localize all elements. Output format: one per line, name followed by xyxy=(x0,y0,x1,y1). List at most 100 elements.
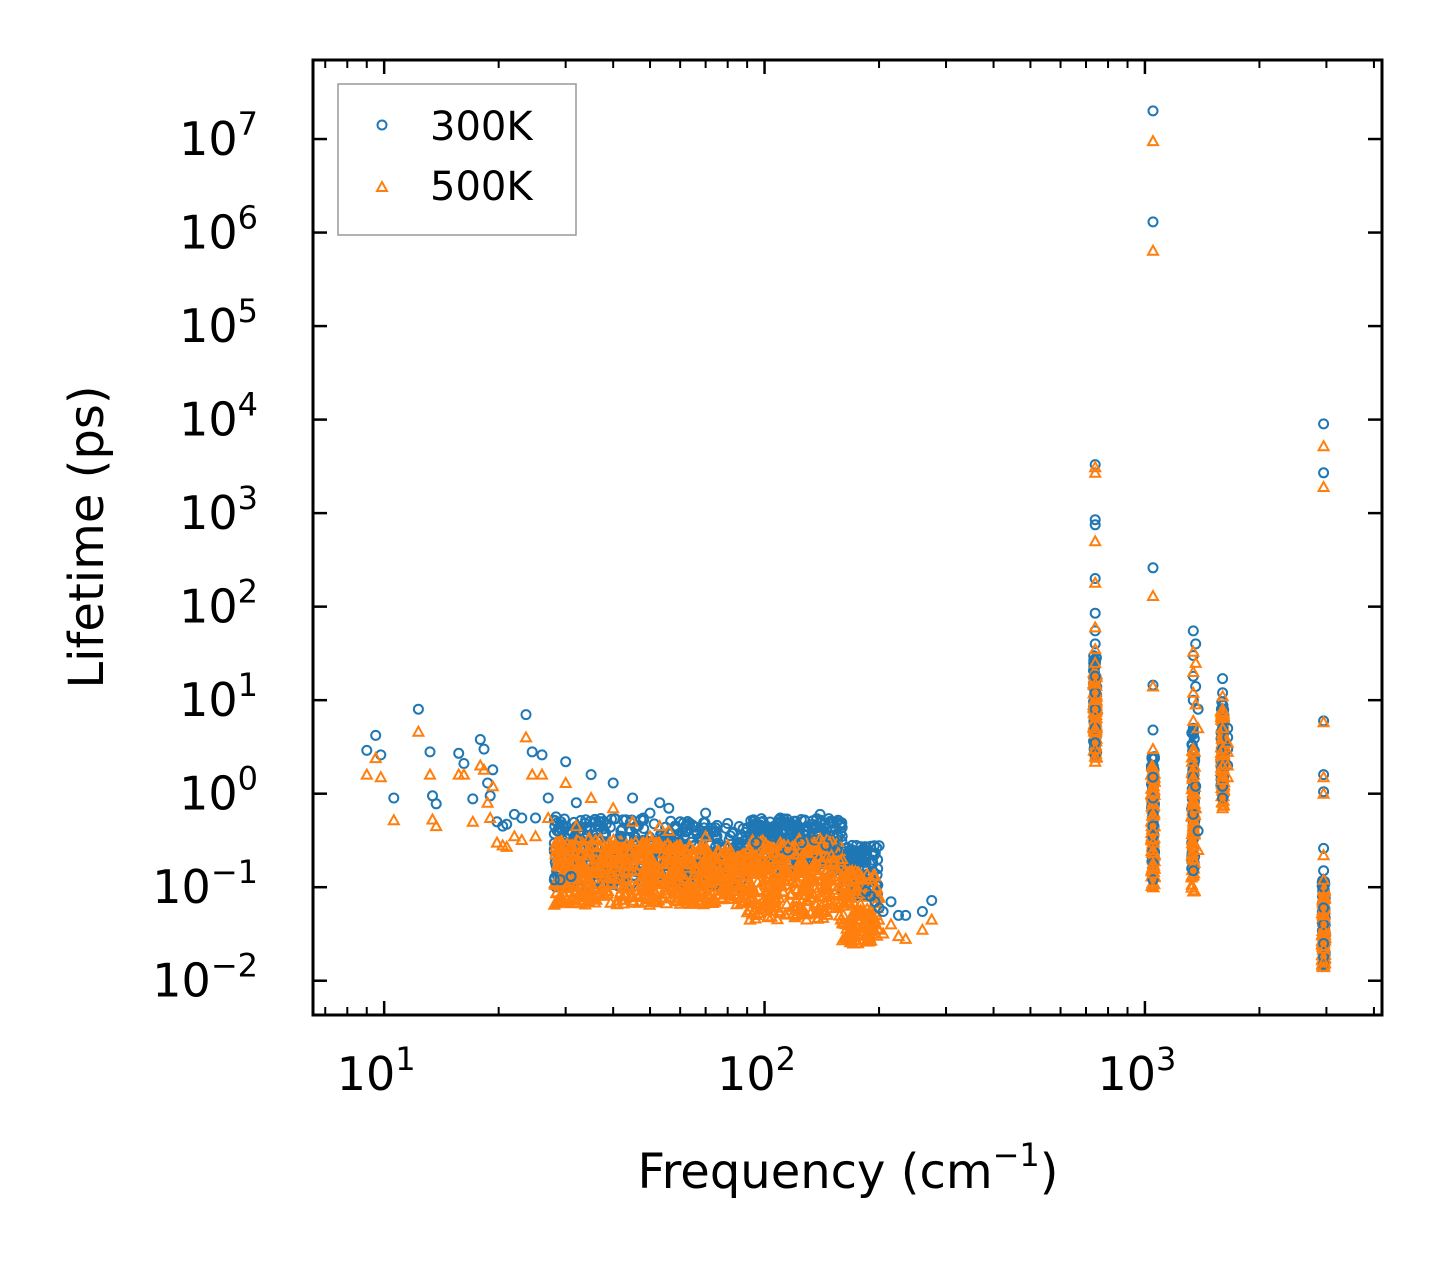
data-point-500k xyxy=(425,812,440,825)
cloud-point-500k xyxy=(687,888,701,901)
cloud-point-500k xyxy=(572,830,587,843)
data-point-500k xyxy=(788,838,802,851)
data-point-500k xyxy=(740,844,754,857)
data-point-300k xyxy=(1318,467,1330,479)
data-point-500k xyxy=(1215,772,1230,785)
data-point-500k xyxy=(835,851,849,864)
data-point-500k xyxy=(1088,721,1102,734)
cloud-point-500k xyxy=(569,837,583,850)
data-point-500k xyxy=(819,863,833,876)
cloud-point-500k xyxy=(662,851,677,864)
data-point-500k xyxy=(1146,823,1160,836)
data-point-300k xyxy=(520,709,532,721)
data-point-300k xyxy=(644,807,656,819)
cloud-point-500k xyxy=(634,852,648,865)
data-point-500k xyxy=(369,751,383,764)
cloud-point-500k xyxy=(860,867,874,880)
data-point-300k xyxy=(900,909,912,921)
data-point-500k xyxy=(757,842,772,855)
cloud-point-500k xyxy=(674,877,688,890)
cloud-point-500k xyxy=(659,883,673,896)
data-point-300k xyxy=(501,818,513,830)
cloud-point-500k xyxy=(651,841,665,854)
data-point-500k xyxy=(636,835,650,848)
cloud-point-500k xyxy=(701,886,716,899)
data-point-300k xyxy=(826,825,837,837)
cloud-point-500k xyxy=(758,871,773,884)
cloud-point-500k xyxy=(773,906,787,919)
column-point-500k xyxy=(1146,760,1160,773)
axis-ticks: 101 102 103 10−2 10−1 100 101 102 103 104 105 106 10… xyxy=(152,60,1382,1101)
cloud-point-300k xyxy=(616,823,628,835)
data-point-500k xyxy=(1146,880,1160,893)
cloud-point-500k xyxy=(550,858,564,871)
cloud-point-500k xyxy=(820,907,835,920)
data-point-500k xyxy=(614,851,628,864)
cloud-point-500k xyxy=(587,881,601,894)
cloud-point-500k xyxy=(813,889,827,902)
data-point-500k xyxy=(1186,835,1200,848)
cloud-point-500k xyxy=(571,858,586,871)
column-point-300k xyxy=(1188,733,1200,745)
data-point-500k xyxy=(1316,960,1331,973)
data-point-500k xyxy=(1146,786,1160,799)
cloud-point-500k xyxy=(864,933,878,946)
data-point-500k xyxy=(569,819,583,832)
data-point-300k xyxy=(741,823,753,835)
cloud-point-500k xyxy=(717,880,731,893)
data-point-500k xyxy=(749,858,763,871)
cloud-point-500k xyxy=(839,928,853,941)
data-point-500k xyxy=(1316,872,1331,885)
data-point-500k xyxy=(854,869,869,882)
column-point-500k xyxy=(1215,731,1229,744)
cloud-point-500k xyxy=(609,877,624,890)
data-point-300k xyxy=(789,816,801,828)
data-point-300k xyxy=(1187,865,1199,877)
cloud-point-500k xyxy=(693,896,707,909)
data-point-500k xyxy=(1316,941,1331,954)
cloud-point-500k xyxy=(811,903,825,916)
cloud-point-500k xyxy=(848,897,862,910)
data-point-500k xyxy=(1088,754,1102,767)
data-point-300k xyxy=(1318,842,1330,854)
data-point-300k xyxy=(388,792,400,804)
data-point-300k xyxy=(412,703,424,715)
data-point-300k xyxy=(526,746,538,758)
cloud-point-500k xyxy=(713,869,727,882)
cloud-point-500k xyxy=(706,857,720,870)
cloud-point-500k xyxy=(780,861,794,874)
data-point-300k xyxy=(885,896,897,908)
cloud-point-300k xyxy=(711,819,723,831)
data-point-500k xyxy=(830,866,844,879)
cloud-point-500k xyxy=(600,871,615,884)
data-point-300k xyxy=(916,906,928,917)
data-point-500k xyxy=(1088,465,1102,478)
data-point-500k xyxy=(915,922,930,935)
data-point-500k xyxy=(387,813,401,826)
data-point-500k xyxy=(643,829,657,842)
data-point-300k xyxy=(551,825,563,837)
data-point-500k xyxy=(1146,134,1160,147)
cloud-point-500k xyxy=(749,866,763,879)
data-point-500k xyxy=(1189,697,1203,710)
cloud-point-500k xyxy=(686,846,701,859)
data-point-300k xyxy=(856,844,868,856)
data-point-300k xyxy=(594,816,606,828)
cloud-point-500k xyxy=(851,936,865,949)
data-point-500k xyxy=(1088,575,1102,588)
cloud-point-300k xyxy=(604,821,616,833)
data-point-300k xyxy=(1192,825,1204,837)
data-point-500k xyxy=(863,912,878,925)
data-point-300k xyxy=(615,830,627,842)
data-point-500k xyxy=(794,858,809,871)
cloud-point-500k xyxy=(742,864,756,877)
cloud-point-500k xyxy=(742,875,756,888)
data-point-300k xyxy=(732,839,744,851)
legend-label-300k: 300K xyxy=(430,104,534,150)
data-point-300k xyxy=(607,777,619,789)
data-point-500k xyxy=(490,835,504,848)
cloud-point-500k xyxy=(595,880,609,893)
data-point-500k xyxy=(1316,848,1331,861)
cloud-point-500k xyxy=(711,887,725,900)
data-point-500k xyxy=(1215,702,1230,715)
